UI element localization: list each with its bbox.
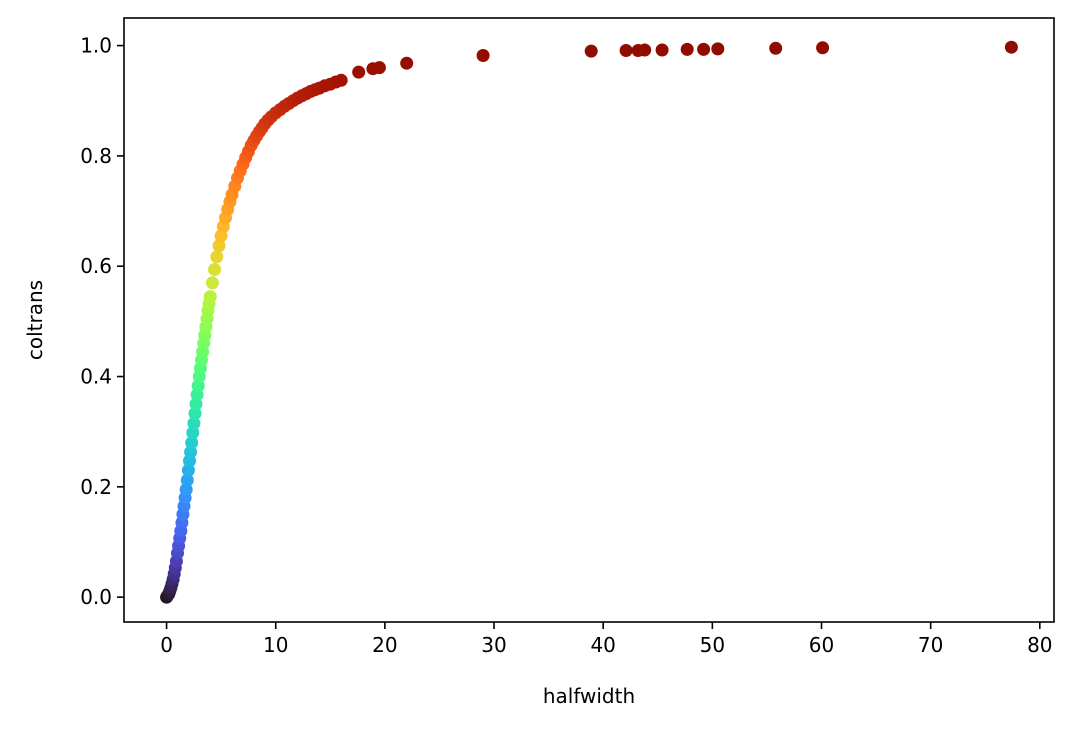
x-tick-label: 30 (481, 633, 506, 657)
y-tick-label: 0.2 (80, 475, 112, 499)
y-axis-label: coltrans (23, 280, 47, 360)
outlier-point (1004, 40, 1018, 54)
outlier-point (711, 42, 725, 56)
x-tick-label: 0 (160, 633, 173, 657)
curve-point (187, 416, 201, 430)
outlier-point (816, 41, 830, 55)
outlier-point (400, 56, 414, 70)
curve-point (205, 276, 219, 290)
plot-frame (123, 17, 1055, 623)
curve-point (180, 473, 194, 487)
x-tick-label: 40 (590, 633, 615, 657)
y-tick-label: 0.4 (80, 365, 112, 389)
curve-point (210, 250, 224, 264)
data-points (160, 40, 1018, 604)
x-axis-label: halfwidth (543, 684, 635, 708)
curve-point (203, 290, 217, 304)
axes: 0 10 20 30 40 50 60 70 80 0.0 0.2 0.4 0.6 0.8 1.0 (80, 34, 1052, 657)
curve-point (188, 407, 202, 420)
x-tick-label: 70 (918, 633, 943, 657)
x-tick-label: 20 (372, 633, 397, 657)
x-tick-label: 10 (263, 633, 288, 657)
curve-point (181, 463, 195, 477)
y-tick-label: 0.0 (80, 585, 112, 609)
curve-point (184, 445, 198, 459)
curve-point (334, 73, 348, 87)
curve-point (191, 379, 205, 393)
x-tick-label: 80 (1027, 633, 1052, 657)
curve-point (186, 426, 200, 440)
outlier-point (769, 41, 783, 55)
outlier-point (697, 42, 711, 56)
curve-point (208, 263, 222, 276)
outlier-point (638, 43, 652, 57)
curve-point (185, 436, 199, 450)
x-tick-label: 50 (700, 633, 725, 657)
y-tick-label: 0.6 (80, 254, 112, 278)
x-tick-label: 60 (809, 633, 834, 657)
outlier-point (655, 43, 669, 57)
outlier-point (476, 49, 490, 62)
curve-point (179, 483, 193, 497)
outlier-point (680, 42, 694, 56)
outlier-point (372, 61, 386, 75)
curve-point (189, 397, 203, 411)
curve-point (212, 239, 226, 253)
outlier-point (352, 65, 366, 79)
outlier-point (584, 44, 598, 58)
y-tick-label: 1.0 (80, 34, 112, 58)
y-tick-label: 0.8 (80, 144, 112, 168)
outlier-point (619, 44, 633, 57)
